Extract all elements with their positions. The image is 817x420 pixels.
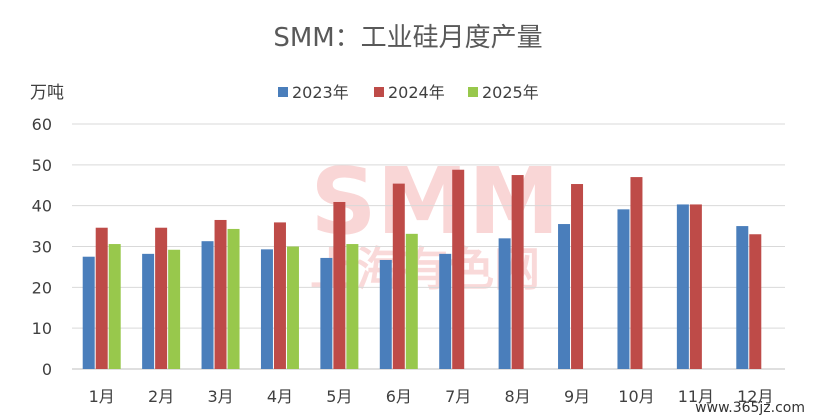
gridlines bbox=[72, 123, 785, 370]
y-tick-label: 30 bbox=[32, 238, 52, 257]
x-tick-label: 2月 bbox=[148, 387, 174, 406]
bar bbox=[736, 226, 749, 369]
bar bbox=[749, 234, 762, 369]
x-tick-label: 12月 bbox=[737, 387, 773, 406]
x-tick-label: 6月 bbox=[386, 387, 412, 406]
y-axis-ticks: 0 10 20 30 40 50 60 bbox=[32, 115, 52, 379]
bar bbox=[379, 259, 392, 369]
legend-item: 2025年 bbox=[468, 83, 539, 102]
bar bbox=[676, 204, 689, 369]
legend-label: 2025年 bbox=[482, 83, 539, 102]
bar bbox=[155, 227, 168, 369]
bar bbox=[260, 249, 273, 369]
legend-item: 2024年 bbox=[374, 83, 445, 102]
y-tick-label: 50 bbox=[32, 156, 52, 175]
y-axis-unit: 万吨 bbox=[30, 83, 64, 103]
x-tick-label: 4月 bbox=[267, 387, 293, 406]
bar bbox=[333, 201, 346, 369]
legend-label: 2024年 bbox=[388, 83, 445, 102]
bar bbox=[142, 253, 155, 369]
bar bbox=[689, 204, 702, 369]
bar bbox=[320, 257, 333, 369]
bar bbox=[82, 256, 95, 369]
legend-label: 2023年 bbox=[292, 83, 349, 102]
legend: 2023年 2024年 2025年 bbox=[278, 83, 539, 102]
bar bbox=[108, 244, 121, 369]
bar bbox=[286, 246, 299, 369]
bars bbox=[82, 169, 762, 369]
x-tick-label: 8月 bbox=[505, 387, 531, 406]
legend-swatch bbox=[468, 87, 478, 97]
bar bbox=[168, 249, 181, 369]
x-tick-label: 1月 bbox=[89, 387, 115, 406]
bar bbox=[273, 222, 286, 369]
bar bbox=[392, 183, 405, 369]
bar bbox=[439, 253, 452, 369]
bar bbox=[227, 228, 240, 369]
x-tick-label: 11月 bbox=[678, 387, 714, 406]
y-tick-label: 0 bbox=[42, 360, 52, 379]
x-tick-label: 9月 bbox=[564, 387, 590, 406]
bar bbox=[498, 238, 511, 369]
site-label: www.365jz.com bbox=[695, 400, 805, 416]
bar bbox=[201, 241, 214, 369]
bar bbox=[511, 175, 524, 369]
x-axis-ticks: 1月 2月 3月 4月 5月 6月 7月 8月 9月 10月 11月 12月 bbox=[89, 387, 774, 406]
bar bbox=[630, 177, 643, 369]
x-tick-label: 10月 bbox=[618, 387, 654, 406]
bar bbox=[558, 224, 571, 369]
legend-swatch bbox=[278, 87, 288, 97]
legend-swatch bbox=[374, 87, 384, 97]
x-tick-label: 5月 bbox=[326, 387, 352, 406]
legend-item: 2023年 bbox=[278, 83, 349, 102]
bar bbox=[452, 169, 465, 369]
bar bbox=[95, 227, 108, 369]
bar bbox=[617, 209, 630, 369]
y-tick-label: 60 bbox=[32, 115, 52, 134]
bar bbox=[214, 219, 227, 369]
y-tick-label: 20 bbox=[32, 278, 52, 297]
x-tick-label: 3月 bbox=[207, 387, 233, 406]
bar bbox=[405, 233, 418, 369]
bar bbox=[571, 184, 584, 369]
y-tick-label: 10 bbox=[32, 319, 52, 338]
bar bbox=[346, 244, 359, 369]
y-tick-label: 40 bbox=[32, 197, 52, 216]
x-tick-label: 7月 bbox=[445, 387, 471, 406]
chart-title: SMM：工业硅月度产量 bbox=[273, 23, 542, 53]
